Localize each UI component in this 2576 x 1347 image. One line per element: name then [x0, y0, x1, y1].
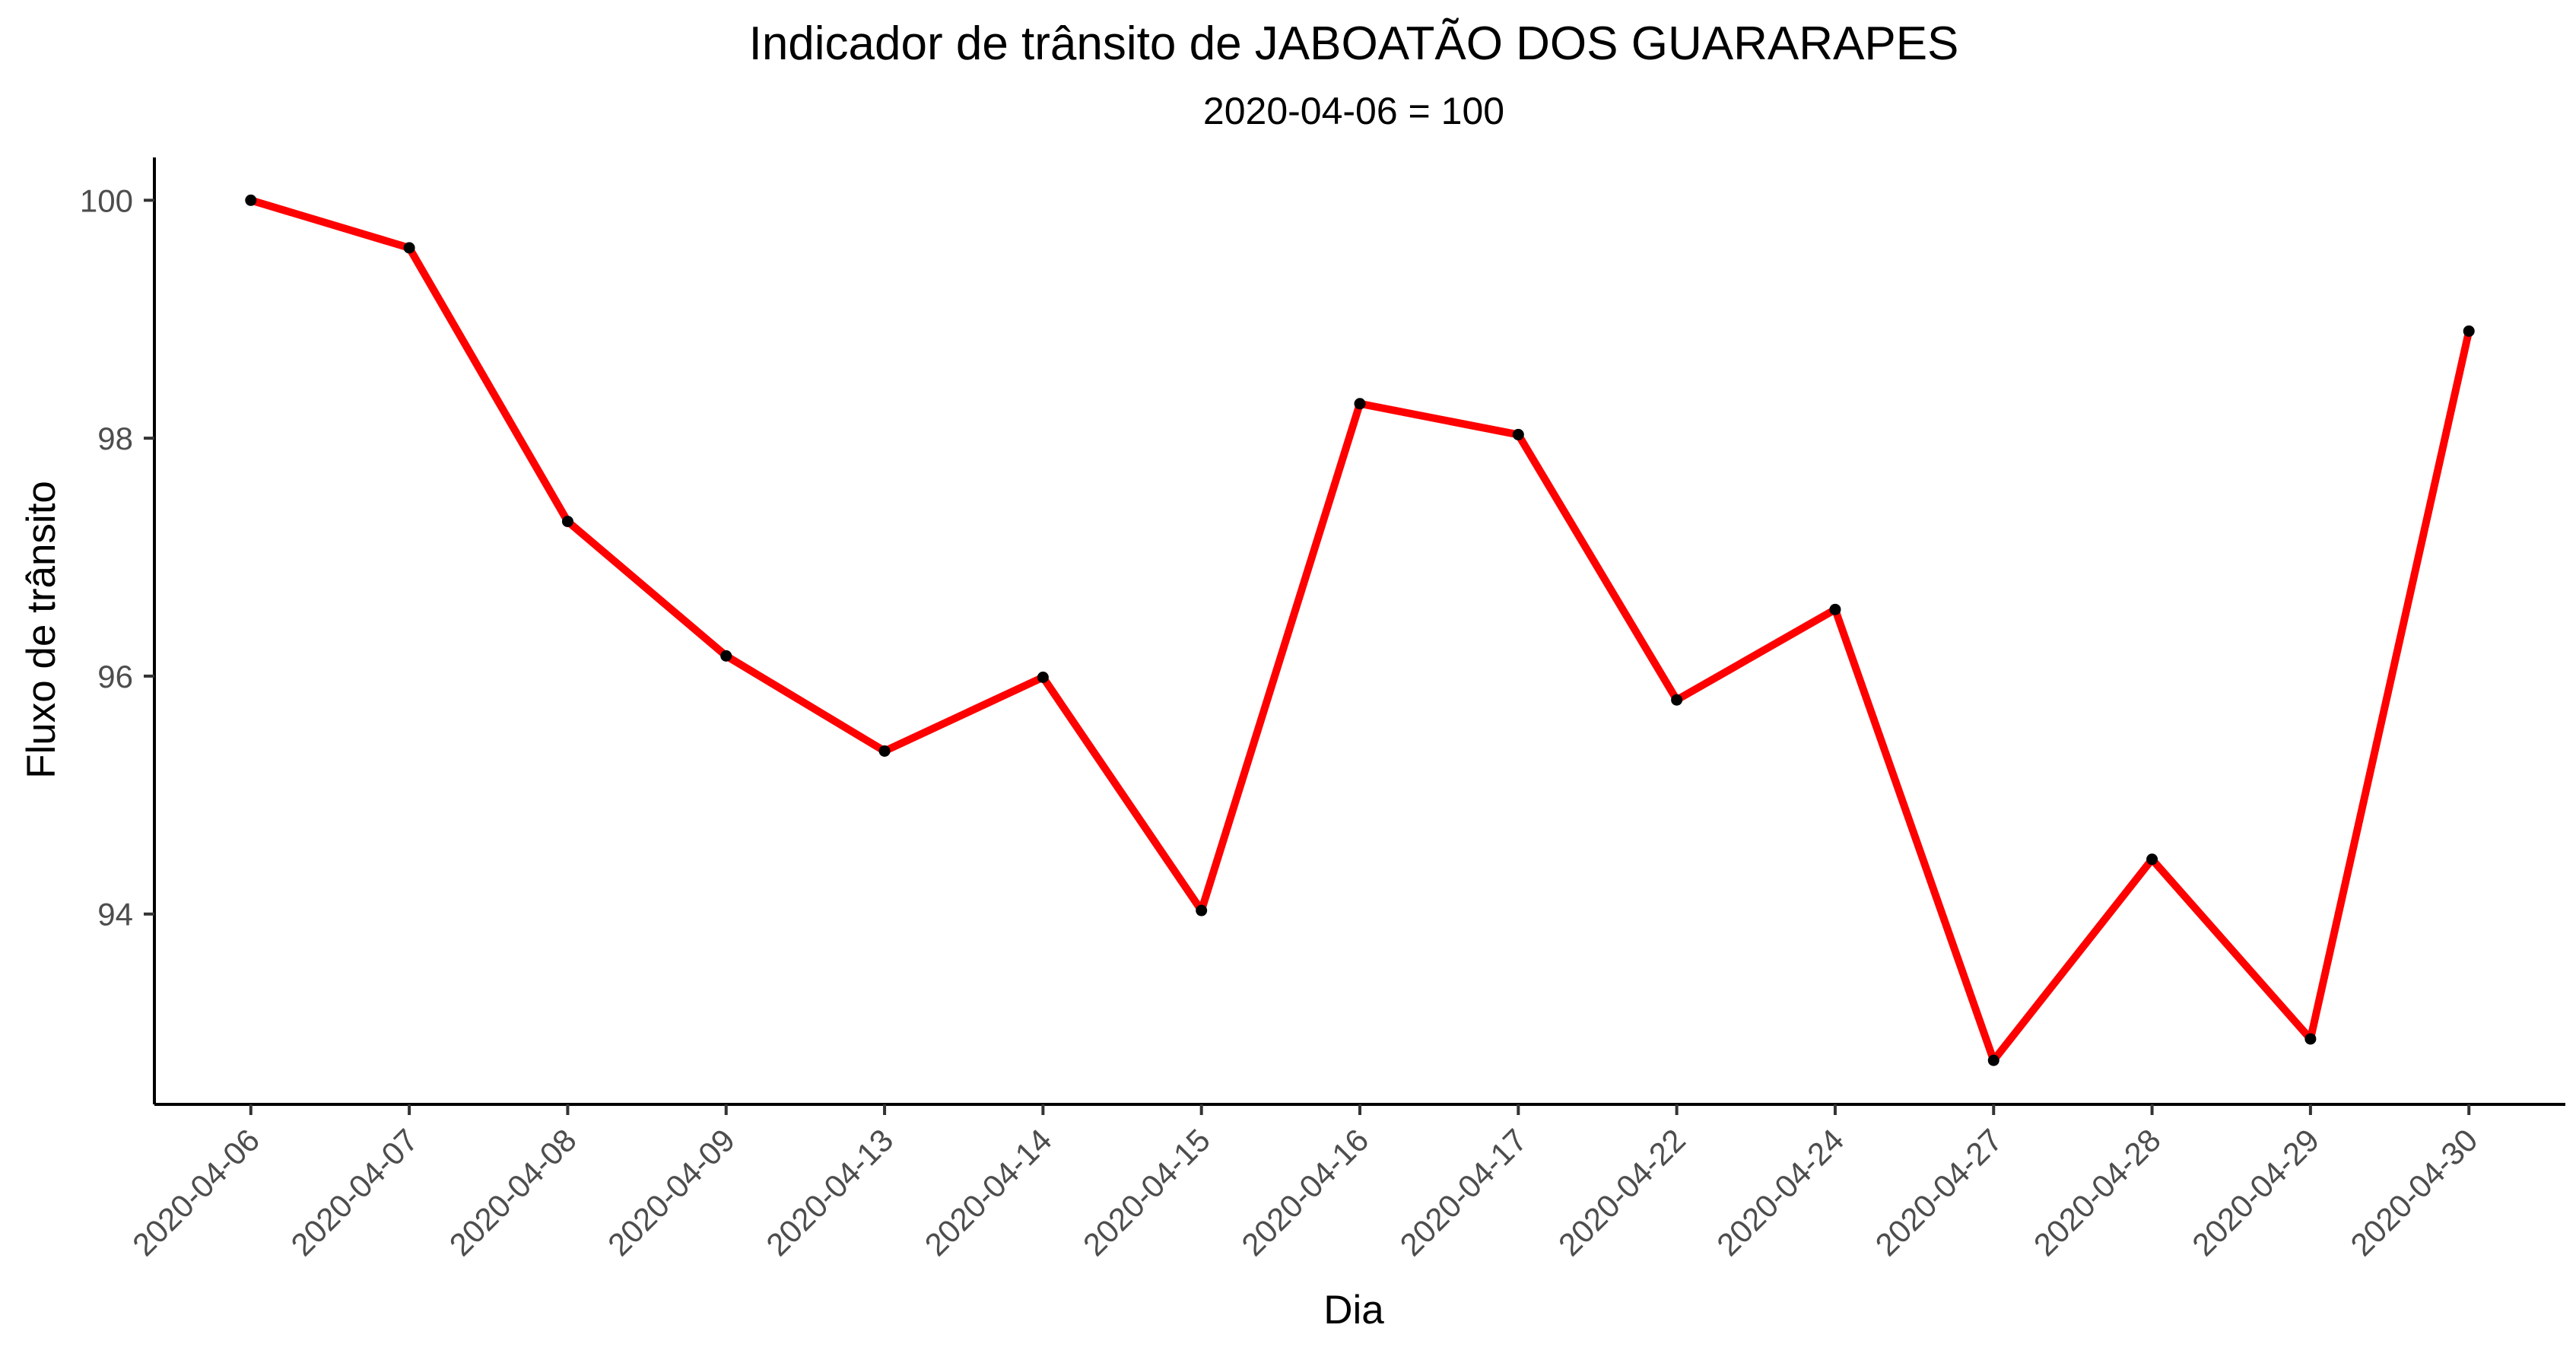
data-point: [245, 194, 257, 206]
y-axis-title: Fluxo de trânsito: [19, 481, 64, 779]
x-tick-label: 2020-04-29: [2185, 1122, 2326, 1263]
data-point: [2304, 1033, 2317, 1045]
x-tick-label: 2020-04-08: [443, 1122, 583, 1263]
y-tick-label: 98: [97, 421, 133, 456]
x-tick-label: 2020-04-16: [1234, 1122, 1375, 1263]
data-point: [2146, 853, 2158, 866]
x-tick-label: 2020-04-24: [1710, 1122, 1850, 1263]
data-point: [1037, 671, 1049, 683]
x-tick-label: 2020-04-27: [1868, 1122, 2009, 1263]
x-tick-label: 2020-04-15: [1076, 1122, 1217, 1263]
data-point: [561, 516, 573, 528]
x-tick-label: 2020-04-30: [2343, 1122, 2484, 1263]
data-point: [403, 242, 415, 254]
chart-subtitle: 2020-04-06 = 100: [1203, 90, 1504, 132]
x-tick-label: 2020-04-07: [284, 1122, 424, 1263]
data-point: [1671, 694, 1683, 706]
x-tick-label: 2020-04-09: [601, 1122, 742, 1263]
y-tick-label: 100: [80, 183, 133, 218]
series-line: [249, 196, 2473, 1065]
data-point: [1987, 1054, 1999, 1066]
data-point: [1354, 398, 1366, 410]
x-tick-label: 2020-04-14: [918, 1122, 1059, 1263]
y-tick-label: 94: [97, 897, 133, 932]
data-point: [720, 650, 732, 662]
data-point: [1512, 428, 1524, 440]
x-tick-label: 2020-04-17: [1393, 1122, 1534, 1263]
x-tick-label: 2020-04-28: [2027, 1122, 2168, 1263]
x-tick-label: 2020-04-06: [125, 1122, 266, 1263]
y-tick-label: 96: [97, 659, 133, 694]
data-point: [878, 745, 891, 757]
data-point: [1829, 603, 1841, 615]
x-tick-label: 2020-04-22: [1552, 1122, 1692, 1263]
x-tick-label: 2020-04-13: [759, 1122, 900, 1263]
chart-title: Indicador de trânsito de JABOATÃO DOS GU…: [749, 17, 1959, 70]
data-point: [2463, 325, 2475, 337]
x-axis-title: Dia: [1323, 1288, 1384, 1333]
data-point: [1196, 904, 1208, 917]
